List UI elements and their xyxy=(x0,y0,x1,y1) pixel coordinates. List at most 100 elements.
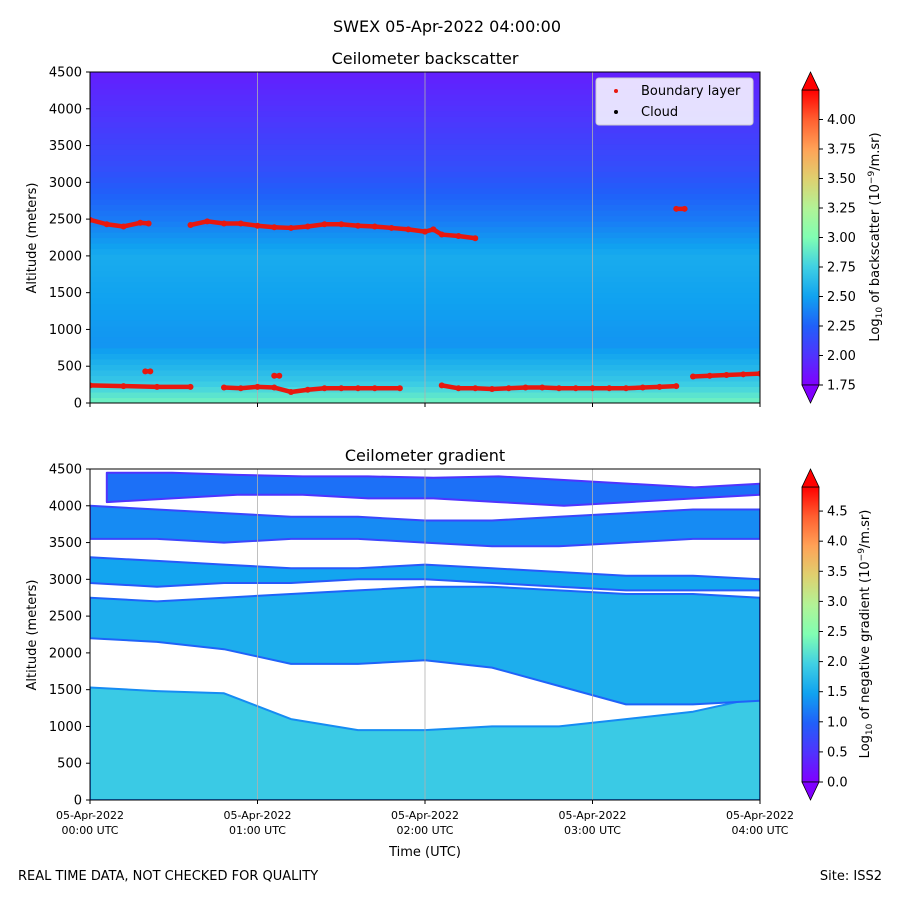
colorbar-tick-label: 2.25 xyxy=(827,320,856,335)
ytick-label: 1500 xyxy=(49,683,82,698)
boundary-layer-segment xyxy=(406,227,428,234)
legend-label-cloud: Cloud xyxy=(641,105,678,120)
ytick-label: 500 xyxy=(57,360,82,375)
boundary-layer-segment xyxy=(104,222,126,229)
boundary-layer-segment xyxy=(272,224,294,231)
boundary-layer-segment xyxy=(205,219,227,226)
boundary-layer-segment xyxy=(288,387,310,395)
xtick-time-label: 04:00 UTC xyxy=(731,824,788,837)
boundary-layer-segment xyxy=(724,372,746,378)
gradient-band xyxy=(105,471,760,507)
boundary-layer-segment xyxy=(355,223,377,229)
ytick-label: 1000 xyxy=(49,323,82,338)
boundary-layer-segment xyxy=(90,383,126,389)
backscatter-title: Ceilometer backscatter xyxy=(332,49,519,68)
boundary-layer-segment xyxy=(456,233,478,241)
ytick-label: 4000 xyxy=(49,102,82,117)
xtick-date-label: 05-Apr-2022 xyxy=(56,809,124,822)
backscatter-colorbar-min-arrow xyxy=(801,384,820,404)
backscatter-colorbar-max-arrow xyxy=(801,71,820,91)
ytick-label: 0 xyxy=(74,794,82,809)
suptitle: SWEX 05-Apr-2022 04:00:00 xyxy=(333,17,561,36)
colorbar-tick-label: 2.75 xyxy=(827,261,856,276)
colorbar-tick-label: 2.50 xyxy=(827,290,856,305)
boundary-layer-segment xyxy=(372,224,394,231)
backscatter-yaxis: 0 500 1000 1500 2000 2500 3000 3500 4000 4500 xyxy=(49,66,90,412)
boundary-layer-segment xyxy=(221,385,243,391)
boundary-layer-segment xyxy=(238,384,260,391)
boundary-layer-segment xyxy=(439,232,461,239)
colorbar-tick-label: 3.75 xyxy=(827,143,856,158)
colorbar-tick-label: 4.5 xyxy=(827,505,848,520)
ytick-label: 3000 xyxy=(49,573,82,588)
boundary-layer-segment xyxy=(121,220,143,229)
boundary-layer-segment xyxy=(690,373,712,379)
site-label: Site: ISS2 xyxy=(819,869,882,884)
backscatter-colorbar-bar xyxy=(801,89,820,386)
ytick-label: 2000 xyxy=(49,646,82,661)
backscatter-gridlines xyxy=(257,72,593,403)
boundary-layer-segment xyxy=(255,384,277,390)
colorbar-tick-label: 1.0 xyxy=(827,715,848,730)
legend-marker-cloud xyxy=(614,110,618,114)
boundary-layer-segment xyxy=(439,383,461,391)
gradient-panel: Ceilometer gradient 0 500 1000 1500 2000 2500… xyxy=(25,446,875,860)
boundary-layer-segment xyxy=(489,386,511,392)
gradient-yaxis: 0 500 1000 1500 2000 2500 3000 3500 4000 4500 xyxy=(49,463,90,809)
boundary-layer-segment xyxy=(640,384,662,390)
colorbar-tick-label: 3.00 xyxy=(827,231,856,246)
colorbar-tick-label: 3.50 xyxy=(827,172,856,187)
xtick-time-label: 02:00 UTC xyxy=(396,824,453,837)
boundary-layer-segment xyxy=(121,383,160,390)
boundary-layer-segment xyxy=(138,220,151,226)
gradient-ylabel: Altitude (meters) xyxy=(25,580,40,691)
gradient-colorbar-max-arrow xyxy=(801,468,820,488)
boundary-layer-segment xyxy=(305,386,327,393)
colorbar-tick-label: 4.0 xyxy=(827,535,848,550)
boundary-layer-segment xyxy=(707,372,729,379)
colorbar-tick-label: 2.0 xyxy=(827,655,848,670)
boundary-layer-segment xyxy=(473,386,495,392)
boundary-layer-segment xyxy=(255,223,277,230)
backscatter-panel: Ceilometer backscatter 0 500 1000 1500 2000 2… xyxy=(25,49,885,412)
colorbar-tick-label: 2.00 xyxy=(827,349,856,364)
quality-note: REAL TIME DATA, NOT CHECKED FOR QUALITY xyxy=(18,869,319,884)
boundary-layer-segment xyxy=(389,225,411,232)
legend-box xyxy=(595,77,754,126)
xtick-date-label: 05-Apr-2022 xyxy=(726,809,794,822)
colorbar-tick-label: 0.0 xyxy=(827,776,848,791)
legend: Boundary layer Cloud xyxy=(595,77,754,126)
backscatter-colorbar: 1.75 2.00 2.25 2.50 2.75 3.00 3.25 3.50 3.75 4.00… xyxy=(801,71,885,404)
boundary-layer-segment xyxy=(506,385,528,391)
ytick-label: 0 xyxy=(74,397,82,412)
boundary-layer-segment xyxy=(657,383,679,390)
colorbar-tick-label: 0.5 xyxy=(827,745,848,760)
colorbar-tick-label: 3.5 xyxy=(827,565,848,580)
ytick-label: 3000 xyxy=(49,176,82,191)
ytick-label: 3500 xyxy=(49,536,82,551)
xtick-date-label: 05-Apr-2022 xyxy=(223,809,291,822)
boundary-layer-segment xyxy=(272,385,294,395)
ytick-label: 3500 xyxy=(49,139,82,154)
boundary-layer-points xyxy=(90,205,760,395)
boundary-layer-segment xyxy=(188,219,210,228)
xtick-date-label: 05-Apr-2022 xyxy=(391,809,459,822)
gradient-gridlines xyxy=(257,469,593,800)
boundary-layer-segment xyxy=(305,222,327,229)
xtick-time-label: 03:00 UTC xyxy=(564,824,621,837)
colorbar-tick-label: 2.5 xyxy=(827,625,848,640)
boundary-layer-segment xyxy=(288,224,310,231)
legend-label-boundary-layer: Boundary layer xyxy=(641,84,741,99)
gradient-colorbar-ticks: 0.0 0.5 1.0 1.5 2.0 2.5 3.0 3.5 4.0 4.5 xyxy=(819,505,848,791)
colorbar-tick-label: 4.00 xyxy=(827,113,856,128)
ytick-label: 4500 xyxy=(49,66,82,81)
legend-marker-boundary-layer xyxy=(614,89,618,93)
backscatter-colorbar-label: Log10 of backscatter (10−9/m.sr) xyxy=(867,132,885,341)
colorbar-tick-label: 3.0 xyxy=(827,595,848,610)
ytick-label: 1500 xyxy=(49,286,82,301)
gradient-title: Ceilometer gradient xyxy=(345,446,505,465)
ytick-label: 4500 xyxy=(49,463,82,478)
colorbar-tick-label: 1.5 xyxy=(827,685,848,700)
ytick-label: 500 xyxy=(57,757,82,772)
boundary-layer-segment xyxy=(90,217,109,227)
